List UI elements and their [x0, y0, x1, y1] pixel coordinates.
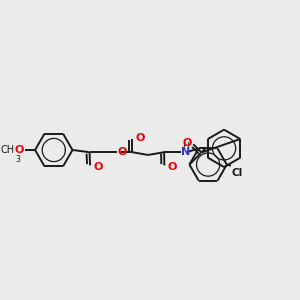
Text: O: O: [182, 138, 192, 148]
Text: O: O: [14, 145, 24, 155]
Text: N: N: [181, 148, 190, 158]
Text: O: O: [168, 161, 177, 172]
Text: CH: CH: [1, 145, 15, 155]
Text: O: O: [136, 134, 145, 143]
Text: H: H: [182, 142, 188, 151]
Text: O: O: [94, 161, 103, 172]
Text: 3: 3: [15, 155, 20, 164]
Text: Cl: Cl: [231, 168, 242, 178]
Text: O: O: [118, 147, 127, 157]
